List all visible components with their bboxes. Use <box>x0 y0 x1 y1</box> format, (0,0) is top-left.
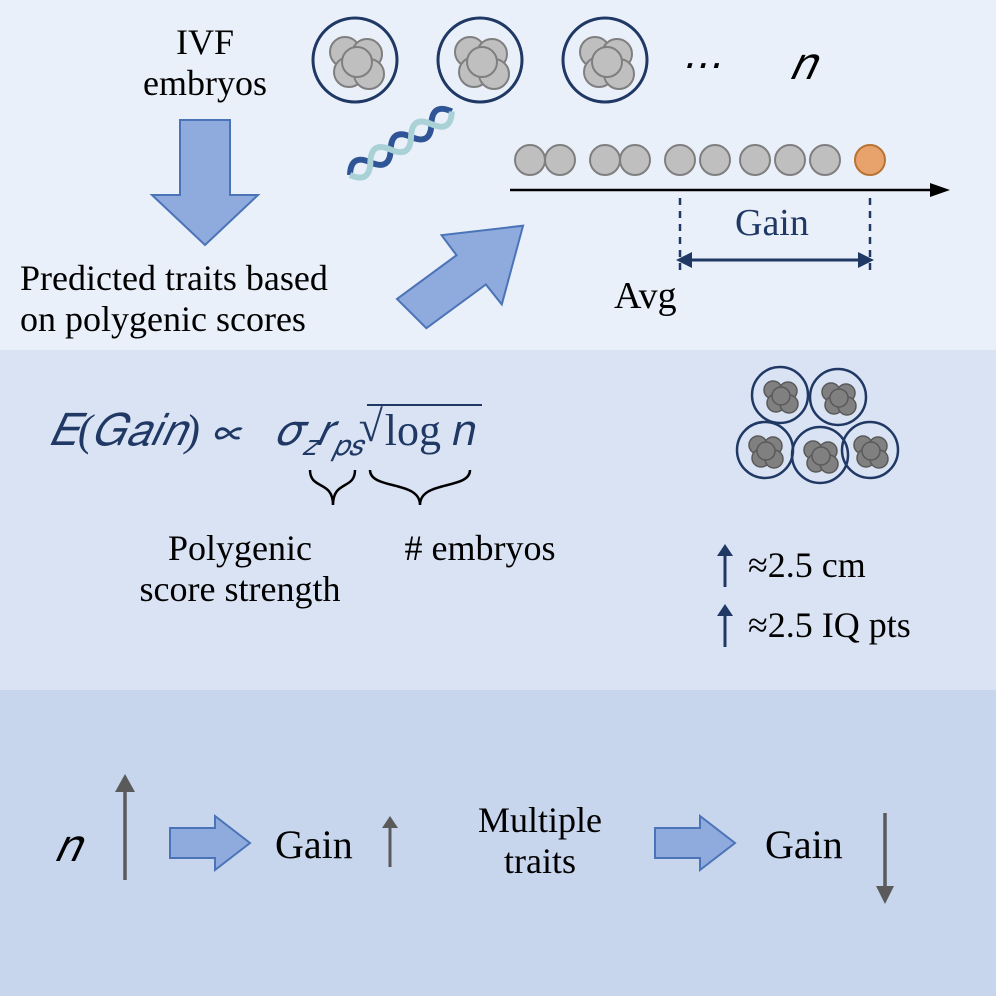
dna-icon <box>345 104 456 183</box>
up-arrow-1-icon <box>710 542 740 592</box>
gain-iq: ≈2.5 IQ pts <box>748 605 911 646</box>
up-arrow-2-icon <box>710 602 740 652</box>
gain-right: Gain <box>765 822 843 868</box>
embryo-3 <box>563 18 647 102</box>
ellipsis: ⋯ <box>680 42 720 88</box>
panel-middle: 𝐸(𝐺𝑎𝑖𝑛) ∝ 𝜎𝑧𝑟𝑝𝑠 √ log 𝑛 Polygenic score … <box>0 350 996 690</box>
n-up-arrow-icon <box>105 770 145 890</box>
n-symbol: 𝑛 <box>790 38 815 91</box>
gain-down-arrow-icon <box>870 808 900 908</box>
brace1-label: Polygenic score strength <box>110 528 370 611</box>
avg-label: Avg <box>614 275 677 319</box>
gain-label: Gain <box>735 202 809 246</box>
multiple-traits: Multiple traits <box>455 800 625 883</box>
n-bottom: 𝑛 <box>55 820 80 873</box>
brace2-label: # embryos <box>370 528 590 569</box>
predicted-label: Predicted traits based on polygenic scor… <box>20 258 410 341</box>
gain-left: Gain <box>275 822 353 868</box>
gain-up-arrow-icon <box>375 812 405 872</box>
diagonal-arrow-icon <box>389 224 535 332</box>
panel-bottom: 𝑛 Gain Multiple traits Gain <box>0 690 996 996</box>
embryo-2 <box>438 18 522 102</box>
predicted-label-text: Predicted traits based on polygenic scor… <box>20 258 328 339</box>
embryo-1 <box>313 18 397 102</box>
multiple-traits-text: Multiple traits <box>478 800 602 881</box>
panel-top: IVF embryos <box>0 0 996 350</box>
brace1-label-text: Polygenic score strength <box>140 528 341 609</box>
gain-cm: ≈2.5 cm <box>748 545 866 586</box>
down-arrow-icon <box>152 120 258 245</box>
gain-axis <box>510 145 950 272</box>
gain-formula: 𝐸(𝐺𝑎𝑖𝑛) ∝ 𝜎𝑧𝑟𝑝𝑠 √ log 𝑛 <box>50 405 482 463</box>
implies-arrow-2-icon <box>650 808 740 878</box>
embryo-cluster <box>720 355 920 555</box>
implies-arrow-1-icon <box>165 808 255 878</box>
